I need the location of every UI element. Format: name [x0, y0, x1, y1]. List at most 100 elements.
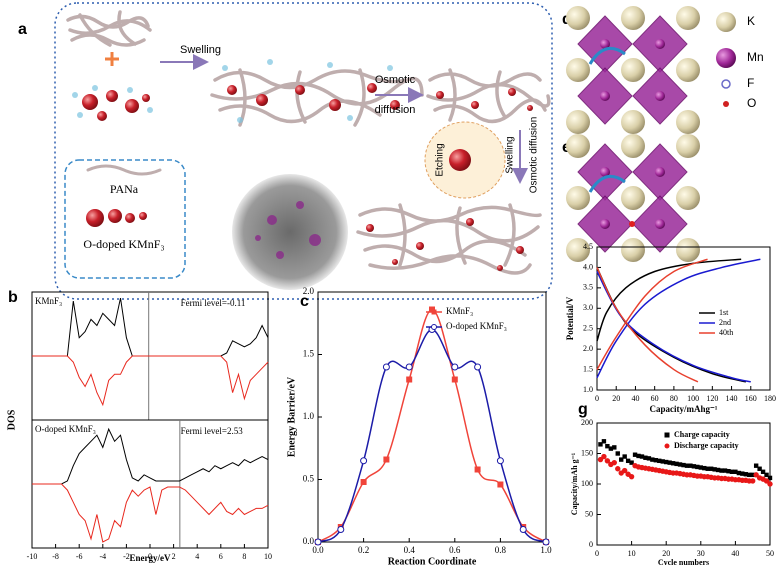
x-tick-label: 60 — [651, 394, 659, 403]
plus-sign — [105, 52, 119, 66]
tem-image — [232, 174, 348, 290]
marker — [753, 463, 759, 468]
x-tick-label: -10 — [27, 552, 38, 561]
marker — [684, 463, 690, 468]
legend-label: KMnF₃ — [446, 306, 473, 316]
marker — [360, 457, 368, 465]
marker — [643, 455, 648, 460]
dos-line — [32, 483, 269, 543]
x-axis-label: Energy/eV — [130, 553, 171, 563]
marker — [612, 445, 617, 450]
marker — [611, 459, 617, 466]
x-tick-label: 4 — [195, 552, 199, 561]
x-tick-label: 140 — [726, 394, 738, 403]
legend-box — [64, 159, 186, 279]
marker — [625, 458, 631, 464]
mn-atom — [655, 39, 665, 49]
marker — [767, 475, 773, 481]
x-tick-label: 50 — [766, 549, 774, 558]
migration-arrow — [588, 174, 626, 193]
x-tick-label: 40 — [631, 394, 639, 403]
marker — [712, 467, 717, 472]
legend-k — [716, 12, 736, 32]
x-tick-label: -4 — [99, 552, 106, 561]
subplot-label: O-doped KMnF₃ — [35, 424, 96, 434]
marker — [337, 526, 345, 533]
o-atom — [629, 221, 635, 227]
marker — [763, 478, 770, 484]
x-tick-label: 0 — [595, 394, 599, 403]
marker — [605, 443, 610, 449]
x-axis-label: Cycle numbers — [658, 558, 709, 565]
marker — [650, 457, 655, 462]
marker — [691, 464, 697, 469]
x-tick-label: 0 — [595, 549, 599, 558]
legend-label: 1st — [719, 308, 729, 317]
x-tick-label: -8 — [52, 552, 59, 561]
mn-atom — [655, 91, 665, 101]
marker — [639, 454, 645, 459]
x-tick-label: 10 — [264, 552, 272, 561]
marker — [747, 472, 752, 478]
marker — [740, 471, 745, 476]
marker — [405, 363, 413, 371]
marker — [619, 457, 624, 462]
x-tick-label: 180 — [764, 394, 776, 403]
annotation: Fermi level=-0.11 — [181, 298, 246, 308]
panel-label: b — [8, 289, 18, 306]
y-tick-label: 2.0 — [303, 286, 315, 296]
water-molecules — [72, 59, 393, 123]
label: Swelling — [180, 44, 221, 56]
marker — [597, 456, 604, 463]
y-tick-label: 2.0 — [583, 344, 593, 353]
label: PANa — [110, 182, 139, 196]
migration-arrow — [588, 46, 626, 65]
marker — [726, 468, 731, 474]
mn-atom — [655, 167, 665, 177]
marker — [736, 470, 742, 476]
marker — [653, 458, 659, 463]
dos-line — [32, 427, 269, 485]
particles — [82, 83, 533, 271]
y-tick-label: 0.0 — [303, 536, 315, 546]
k-atom — [676, 110, 700, 134]
marker — [722, 468, 728, 473]
k-atom — [676, 58, 700, 82]
x-tick-label: 10 — [628, 549, 636, 558]
y-tick-label: 4.0 — [583, 262, 593, 271]
marker — [383, 456, 390, 463]
marker — [715, 467, 721, 473]
marker — [519, 526, 527, 533]
marker — [636, 453, 641, 459]
marker — [615, 466, 621, 472]
k-atom — [621, 186, 645, 210]
y-tick-label: 50 — [585, 509, 593, 518]
marker — [705, 466, 710, 471]
y-tick-label: 200 — [581, 418, 593, 427]
legend-text: F — [747, 76, 754, 90]
x-tick-label: 2 — [172, 552, 176, 561]
panel-label: a — [18, 21, 27, 38]
marker — [660, 459, 665, 464]
legend-text: Mn — [747, 50, 764, 64]
subplot-label: KMnF₃ — [35, 296, 62, 306]
marker — [733, 469, 738, 474]
legend-label: 40th — [719, 328, 733, 337]
k-atom — [621, 134, 645, 158]
marker — [474, 466, 481, 473]
marker — [601, 439, 607, 444]
x-axis-label: Capacity/mAhg⁻¹ — [650, 404, 718, 414]
label: Osmotic — [375, 74, 416, 86]
marker — [542, 538, 550, 546]
k-atom — [566, 238, 590, 262]
marker — [702, 465, 707, 471]
y-tick-label: 1.5 — [583, 364, 593, 373]
k-atom — [676, 6, 700, 30]
mn-atom — [600, 91, 610, 101]
marker — [632, 452, 638, 457]
dos-line — [32, 355, 269, 407]
k-atom — [566, 6, 590, 30]
marker — [750, 472, 755, 478]
k-atom — [566, 110, 590, 134]
marker — [629, 460, 634, 465]
